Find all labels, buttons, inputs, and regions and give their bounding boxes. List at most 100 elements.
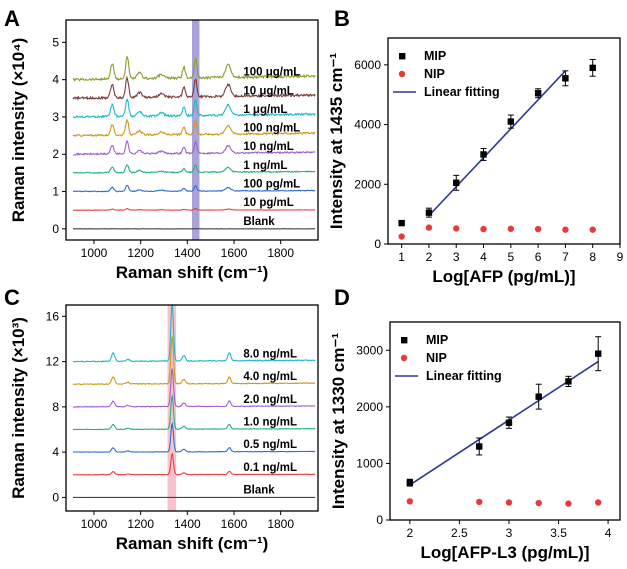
- spectrum-line-100-pg-ml: [72, 184, 316, 193]
- x-tick-label-c-1000: 1000: [81, 517, 108, 531]
- nip-point-d-4: [565, 500, 572, 507]
- y-axis-title-c: Raman intensity (×10³): [9, 317, 28, 499]
- series-label-8-0-ng-ml: 8.0 ng/mL: [243, 349, 297, 361]
- legend-label-mip-b: MIP: [424, 49, 446, 63]
- x-tick-label-a-1400: 1400: [174, 246, 201, 260]
- nip-point-b-1: [425, 224, 433, 231]
- y-tick-label-a-2: 2: [52, 147, 59, 161]
- series-label-0-1-ng-ml: 0.1 ng/mL: [243, 462, 297, 474]
- y-tick-label-a-3: 3: [52, 110, 59, 124]
- y-tick-label-c-8: 8: [52, 400, 59, 414]
- x-tick-label-d-1: 2.5: [451, 526, 468, 540]
- mip-point-b-7: [589, 64, 596, 72]
- y-tick-label-d-1000: 1000: [356, 456, 383, 470]
- spectrum-line-8-0-ng-ml: [73, 304, 316, 363]
- x-tick-label-b-0: 1: [398, 250, 405, 264]
- spectrum-line-10-g-ml: [72, 75, 316, 101]
- highlight-band-c: [167, 305, 177, 511]
- y-axis-title-d: Intensity at 1330 cm⁻¹: [329, 333, 348, 510]
- plot-frame-a: [65, 19, 319, 241]
- y-tick-label-a-5: 5: [52, 35, 59, 49]
- nip-point-b-6: [562, 226, 569, 233]
- legend-marker-mip-d: [401, 337, 408, 344]
- series-label-blank: Blank: [243, 216, 275, 228]
- series-label-10-ng-ml: 10 ng/mL: [243, 141, 293, 153]
- nip-point-b-2: [453, 225, 460, 232]
- panel-letter-c: C: [4, 285, 20, 310]
- series-label-1-g-ml: 1 μg/mL: [243, 104, 287, 116]
- mip-point-b-0: [398, 219, 405, 227]
- y-tick-label-b-0: 0: [374, 237, 381, 251]
- legend-label-mip-d: MIP: [426, 333, 448, 347]
- y-tick-label-b-4000: 4000: [354, 118, 381, 132]
- spectrum-line-1-g-ml: [72, 98, 316, 119]
- y-tick-label-b-6000: 6000: [354, 58, 381, 72]
- plot-frame-b: [387, 37, 621, 245]
- mip-point-d-4: [565, 378, 572, 385]
- y-axis-title-b: Intensity at 1435 cm⁻¹: [327, 53, 346, 230]
- x-tick-label-d-4: 4: [605, 526, 612, 540]
- linear-fit-line-b: [428, 70, 566, 217]
- series-label-4-0-ng-ml: 4.0 ng/mL: [243, 371, 297, 383]
- mip-point-d-2: [505, 419, 513, 426]
- nip-point-d-5: [594, 499, 602, 506]
- x-tick-label-b-3: 4: [480, 250, 487, 264]
- spectrum-line-100-g-ml: [72, 55, 316, 82]
- spectrum-line-10-ng-ml: [72, 139, 316, 156]
- spectra-group-a: [72, 55, 316, 230]
- y-tick-label-d-0: 0: [376, 513, 383, 527]
- nip-point-d-3: [535, 499, 542, 507]
- y-axis-title-a: Raman intensity (×10⁴): [9, 38, 28, 223]
- x-tick-label-b-4: 5: [507, 250, 514, 264]
- legend-marker-nip-d: [400, 354, 408, 362]
- x-tick-label-d-2: 3: [506, 526, 513, 540]
- y-tick-label-c-16: 16: [46, 309, 60, 323]
- y-tick-label-b-2000: 2000: [354, 177, 381, 191]
- plot-frame-c: [65, 304, 319, 512]
- panel-b-calibration-plot: MIP NIP Linear fitting 1 2 3 4 5 6 7 8 9 0 2000 4000 60…: [327, 37, 624, 286]
- y-tick-label-d-2000: 2000: [356, 400, 383, 414]
- mip-point-b-6: [562, 75, 569, 82]
- x-tick-label-a-1600: 1600: [221, 246, 248, 260]
- plot-frame-d: [389, 321, 621, 521]
- y-tick-label-c-0: 0: [52, 490, 59, 504]
- mip-point-d-3: [535, 393, 542, 400]
- series-label-2-0-ng-ml: 2.0 ng/mL: [243, 394, 297, 406]
- y-tick-label-c-12: 12: [46, 355, 60, 369]
- spectrum-line-1-ng-ml: [72, 163, 316, 174]
- x-axis-title-d: Log[AFP-L3 (pg/mL)]: [420, 543, 589, 562]
- nip-point-b-5: [534, 225, 542, 233]
- spectrum-line-4-0-ng-ml: [72, 336, 316, 386]
- x-tick-label-d-0: 2: [406, 526, 413, 540]
- legend-label-fit-b: Linear fitting: [424, 85, 500, 99]
- series-label-1-0-ng-ml: 1.0 ng/mL: [243, 417, 297, 429]
- x-tick-label-c-1800: 1800: [267, 517, 294, 531]
- nip-point-b-7: [589, 226, 596, 233]
- legend-label-fit-d: Linear fitting: [426, 369, 502, 383]
- panel-letter-d: D: [334, 285, 350, 310]
- nip-point-d-0: [406, 498, 414, 505]
- highlight-band-a: [192, 20, 200, 240]
- series-label-10-pg-ml: 10 pg/mL: [243, 197, 293, 209]
- x-tick-label-b-7: 8: [589, 250, 596, 264]
- x-tick-label-b-2: 3: [453, 250, 460, 264]
- nip-point-b-4: [507, 225, 515, 232]
- mip-point-d-5: [594, 350, 602, 357]
- spectrum-line-10-pg-ml: [72, 207, 316, 211]
- panel-c-raman-spectra: Blank 0.1 ng/mL 0.5 ng/mL 1.0 ng/mL 2.0 ng/m…: [9, 304, 319, 553]
- series-label-1-ng-ml: 1 ng/mL: [243, 160, 287, 172]
- mip-point-b-2: [453, 179, 460, 186]
- legend-label-nip-d: NIP: [426, 351, 447, 365]
- spectrum-line-0-5-ng-ml: [72, 421, 316, 453]
- series-label-100-pg-ml: 100 pg/mL: [243, 179, 300, 191]
- x-axis-title-b: Log[AFP (pg/mL)]: [432, 267, 575, 286]
- y-tick-label-c-4: 4: [52, 445, 59, 459]
- series-label-blank: Blank: [243, 484, 275, 496]
- spectrum-line-1-0-ng-ml: [72, 394, 316, 431]
- legend-label-nip-b: NIP: [424, 67, 445, 81]
- x-tick-label-a-1000: 1000: [81, 246, 108, 260]
- mip-point-b-3: [480, 151, 487, 158]
- x-tick-label-c-1200: 1200: [127, 517, 154, 531]
- nip-point-d-2: [505, 499, 513, 506]
